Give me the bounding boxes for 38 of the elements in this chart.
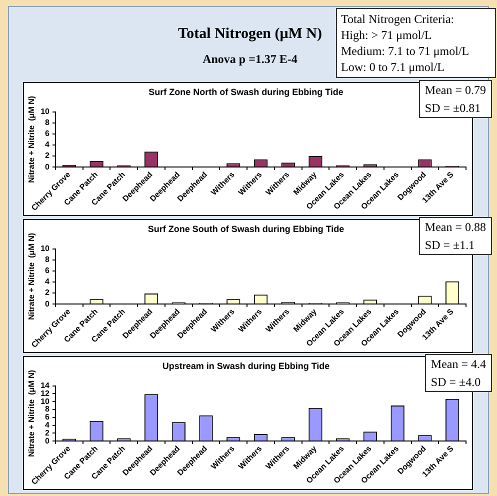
- text: Total Nitrogen (μM N): [178, 26, 322, 42]
- y-tick-label: 10: [40, 107, 50, 116]
- y-tick-label: 6: [45, 129, 50, 138]
- y-tick-label: 4: [45, 277, 50, 286]
- y-tick-label: 6: [45, 412, 50, 422]
- y-tick-label: 12: [40, 388, 50, 398]
- y-tick-label: 8: [45, 404, 50, 414]
- y-tick-label: 14: [40, 381, 50, 390]
- text: Mean = 0.88: [424, 219, 486, 235]
- text: Low: 0 to 7.1 μmol/L: [341, 59, 446, 75]
- y-axis-title: Nitrate + Nitrite (μM N): [27, 96, 36, 183]
- text: Mean = 4.4: [430, 356, 486, 372]
- text: Total Nitrogen Criteria:: [341, 11, 456, 27]
- y-tick-label: 8: [45, 118, 50, 128]
- annotation: SD = ±1.1: [424, 237, 476, 253]
- text: High: > 71 μmol/L: [341, 27, 433, 43]
- y-tick-label: 6: [45, 266, 50, 276]
- y-axis-title: Nitrate + Nitrite (μM N): [27, 370, 36, 457]
- annotation: SD = ±0.81: [424, 100, 482, 116]
- text: Anova p =1.37 E-4: [202, 52, 298, 66]
- y-axis-title: Nitrate + Nitrite (μM N): [27, 232, 36, 320]
- y-tick-label: 10: [40, 244, 50, 254]
- y-tick-label: 4: [45, 140, 50, 150]
- y-tick-label: 10: [40, 396, 50, 406]
- chart-title: Surf Zone South of Swash during Ebbing Tide: [148, 224, 344, 234]
- chart-title: Upstream in Swash during Ebbing Tide: [162, 360, 330, 371]
- y-tick-label: 2: [45, 428, 50, 438]
- y-tick-label: 2: [45, 288, 50, 298]
- text: Medium: 7.1 to 71 μmol/L: [341, 43, 470, 59]
- y-tick-label: 8: [45, 255, 50, 264]
- y-tick-label: 0: [45, 162, 50, 172]
- y-tick-label: 4: [45, 420, 50, 430]
- annotation: SD = ±4.0: [430, 374, 482, 390]
- y-tick-label: 0: [45, 299, 50, 308]
- chart-title: Surf Zone North of Swash during Ebbing Tide: [148, 86, 344, 97]
- text: Mean = 0.79: [424, 82, 486, 98]
- y-tick-label: 2: [45, 151, 50, 160]
- y-tick-label: 0: [45, 436, 50, 446]
